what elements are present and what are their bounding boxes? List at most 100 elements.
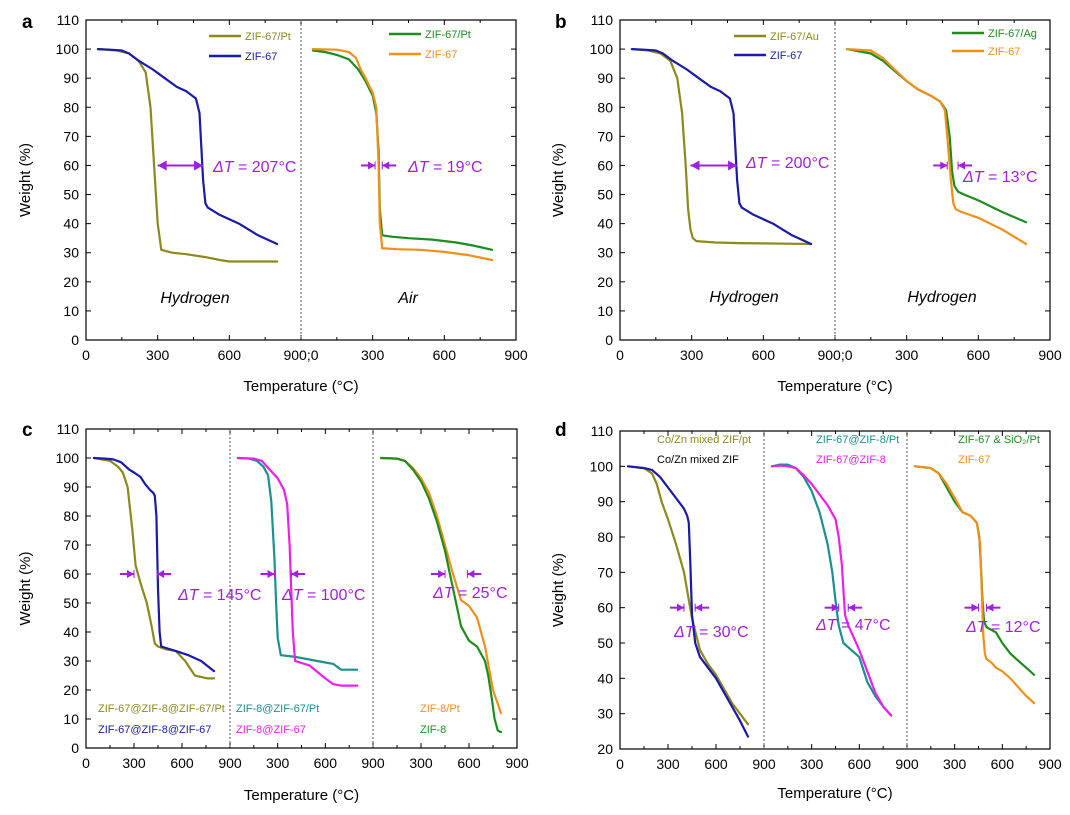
delta-t-arrow-left bbox=[267, 570, 275, 578]
x-tick-label: 900 bbox=[361, 755, 385, 771]
delta-t-arrow-right bbox=[695, 603, 703, 612]
condition-label: Air bbox=[397, 290, 418, 307]
y-tick-label: 110 bbox=[591, 423, 614, 439]
series-line-zif-67 bbox=[913, 465, 1036, 705]
delta-t-arrow-left bbox=[831, 603, 839, 612]
delta-t-arrow-left bbox=[971, 603, 979, 612]
y-tick-label: 90 bbox=[597, 494, 613, 510]
y-tick-label: 20 bbox=[63, 682, 79, 698]
x-tick-label: 300 bbox=[122, 755, 146, 771]
series-line-zif-67 bbox=[311, 47, 494, 262]
legend-label: ZIF-67 bbox=[425, 49, 457, 61]
y-tick-label: 50 bbox=[597, 635, 613, 651]
x-tick-label: 300 bbox=[680, 347, 704, 363]
x-tick-label: 0 bbox=[616, 347, 624, 363]
y-tick-label: 60 bbox=[63, 566, 79, 582]
x-tick-label: 900 bbox=[752, 756, 776, 772]
panel-c-subplot-1: ZIF-67@ZIF-8@ZIF-67/Pt ZIF-67@ZIF-8@ZIF-6… bbox=[92, 456, 261, 736]
y-tick-label: 60 bbox=[63, 157, 79, 173]
delta-t-arrow-right bbox=[728, 160, 738, 171]
delta-t-symbol: ΔT bbox=[407, 159, 430, 176]
series-line-zif-67 bbox=[96, 47, 279, 246]
panel-c-subplot-2: ZIF-8@ZIF-67/Pt ZIF-8@ZIF-67 ΔT = 100°C bbox=[236, 456, 365, 736]
y-tick-label: 10 bbox=[63, 303, 79, 319]
y-tick-label: 80 bbox=[63, 99, 79, 115]
delta-t-value: = 25°C bbox=[454, 585, 508, 602]
y-tick-label: 40 bbox=[597, 216, 613, 232]
delta-t-value: = 19°C bbox=[429, 159, 483, 176]
y-tick-label: 50 bbox=[63, 187, 79, 203]
x-tick-label: 300 bbox=[146, 347, 170, 363]
y-tick-label: 50 bbox=[597, 187, 613, 203]
delta-t-label: ΔT = 13°C bbox=[962, 169, 1038, 186]
delta-t-value: = 207°C bbox=[234, 159, 297, 176]
y-axis-label: Weight (%) bbox=[550, 143, 567, 217]
delta-t-value: = 30°C bbox=[695, 624, 749, 641]
delta-t-label: ΔT = 25°C bbox=[432, 585, 508, 602]
panel-a-subplot-2: ZIF-67/Pt ZIF-67 Air ΔT = 19°C bbox=[311, 29, 494, 307]
delta-t-arrow-right bbox=[157, 570, 165, 578]
y-tick-label: 30 bbox=[63, 653, 79, 669]
y-tick-label: 70 bbox=[597, 128, 613, 144]
delta-t-arrow-left bbox=[157, 160, 167, 171]
delta-t-value: = 47°C bbox=[837, 617, 891, 634]
y-tick-label: 40 bbox=[63, 216, 79, 232]
legend-label: ZIF-8 bbox=[420, 724, 446, 736]
series-line-zif-8 bbox=[379, 456, 503, 734]
x-tick-label: 900;0 bbox=[817, 347, 852, 363]
x-tick-label: 300 bbox=[656, 756, 680, 772]
legend-label: ZIF-67 bbox=[245, 51, 277, 63]
x-axis-label: Temperature (°C) bbox=[244, 787, 359, 804]
legend-label: ZIF-8@ZIF-67 bbox=[236, 724, 306, 736]
delta-t-label: ΔT = 30°C bbox=[673, 624, 749, 641]
delta-t-arrow-right bbox=[958, 161, 966, 170]
legend-label: ZIF-67 & SiO₂/Pt bbox=[958, 434, 1040, 446]
panel-d-label: d bbox=[555, 420, 567, 441]
delta-t-label: ΔT = 100°C bbox=[281, 587, 365, 604]
delta-t-symbol: ΔT bbox=[815, 617, 838, 634]
panel-a-label: a bbox=[22, 12, 33, 33]
delta-t-arrow-right bbox=[194, 160, 204, 171]
panel-b-label: b bbox=[555, 12, 567, 33]
y-tick-label: 100 bbox=[590, 41, 614, 57]
x-tick-label: 900 bbox=[505, 755, 529, 771]
y-axis-label: Weight (%) bbox=[550, 553, 567, 627]
x-tick-label: 900 bbox=[504, 347, 528, 363]
panel-b-subplot-2: ZIF-67/Ag ZIF-67 Hydrogen ΔT = 13°C bbox=[845, 28, 1038, 306]
x-tick-label: 300 bbox=[800, 756, 824, 772]
y-tick-label: 30 bbox=[63, 245, 79, 261]
legend-label: ZIF-67/Au bbox=[770, 31, 819, 43]
series-line-zif-8-zif-67 bbox=[236, 456, 359, 687]
x-tick-label: 300 bbox=[361, 347, 385, 363]
delta-t-arrow-left bbox=[677, 603, 684, 612]
x-tick-label: 900 bbox=[895, 756, 919, 772]
series-line-zif-67-sio-pt bbox=[913, 465, 1036, 676]
x-tick-label: 600 bbox=[170, 755, 194, 771]
panel-a-subplot-1: ZIF-67/Pt ZIF-67 Hydrogen ΔT = 207°C bbox=[96, 31, 297, 307]
delta-t-arrow-right bbox=[382, 161, 390, 170]
y-tick-label: 90 bbox=[63, 479, 79, 495]
delta-t-arrow-left bbox=[438, 570, 445, 578]
y-tick-label: 20 bbox=[597, 741, 613, 757]
delta-t-value: = 200°C bbox=[767, 155, 830, 172]
delta-t-symbol: ΔT bbox=[281, 587, 304, 604]
panel-a: a 0 10 20 30 40 50 60 70 80 90 100 110 0 300 600 900;0 30… bbox=[17, 12, 528, 395]
legend-label: ZIF-67/Pt bbox=[245, 31, 291, 43]
delta-t-arrow-right bbox=[467, 570, 475, 578]
delta-t-symbol: ΔT bbox=[177, 587, 200, 604]
y-tick-label: 20 bbox=[597, 274, 613, 290]
delta-t-symbol: ΔT bbox=[745, 155, 768, 172]
legend-label: ZIF-67 bbox=[770, 50, 802, 62]
series-line-zif-67 bbox=[845, 47, 1028, 246]
y-tick-label: 40 bbox=[597, 670, 613, 686]
panel-c-label: c bbox=[22, 420, 33, 441]
panel-d-subplot-1: Co/Zn mixed ZIF/pt Co/Zn mixed ZIF ΔT = 30… bbox=[626, 434, 751, 738]
delta-t-arrow-right bbox=[291, 570, 299, 578]
y-tick-label: 0 bbox=[605, 332, 613, 348]
delta-t-arrow-left bbox=[368, 161, 376, 170]
x-axis-label: Temperature (°C) bbox=[777, 785, 892, 802]
panel-c: c 0 10 20 30 40 50 60 70 80 90 100 110 0 300 600 900 300 6… bbox=[17, 420, 529, 804]
legend-label: ZIF-67/Pt bbox=[425, 29, 471, 41]
x-tick-label: 900 bbox=[1038, 347, 1062, 363]
y-tick-label: 80 bbox=[597, 99, 613, 115]
